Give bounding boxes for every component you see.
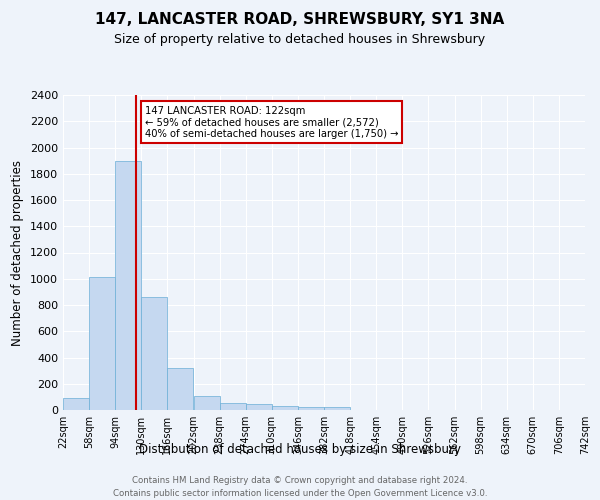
Bar xyxy=(193,396,220,410)
Bar xyxy=(63,398,89,410)
Text: Distribution of detached houses by size in Shrewsbury: Distribution of detached houses by size … xyxy=(139,442,461,456)
Bar xyxy=(298,408,324,410)
Text: 147, LANCASTER ROAD, SHREWSBURY, SY1 3NA: 147, LANCASTER ROAD, SHREWSBURY, SY1 3NA xyxy=(95,12,505,28)
Text: Size of property relative to detached houses in Shrewsbury: Size of property relative to detached ho… xyxy=(115,32,485,46)
Bar xyxy=(142,297,167,410)
Text: 147 LANCASTER ROAD: 122sqm
← 59% of detached houses are smaller (2,572)
40% of s: 147 LANCASTER ROAD: 122sqm ← 59% of deta… xyxy=(145,106,398,138)
Text: Contains public sector information licensed under the Open Government Licence v3: Contains public sector information licen… xyxy=(113,489,487,498)
Bar xyxy=(272,406,298,410)
Bar xyxy=(167,368,193,410)
Text: Contains HM Land Registry data © Crown copyright and database right 2024.: Contains HM Land Registry data © Crown c… xyxy=(132,476,468,485)
Bar xyxy=(324,408,350,410)
Bar xyxy=(220,404,246,410)
Y-axis label: Number of detached properties: Number of detached properties xyxy=(11,160,25,346)
Bar xyxy=(246,404,272,410)
Bar xyxy=(115,160,142,410)
Bar xyxy=(89,278,115,410)
